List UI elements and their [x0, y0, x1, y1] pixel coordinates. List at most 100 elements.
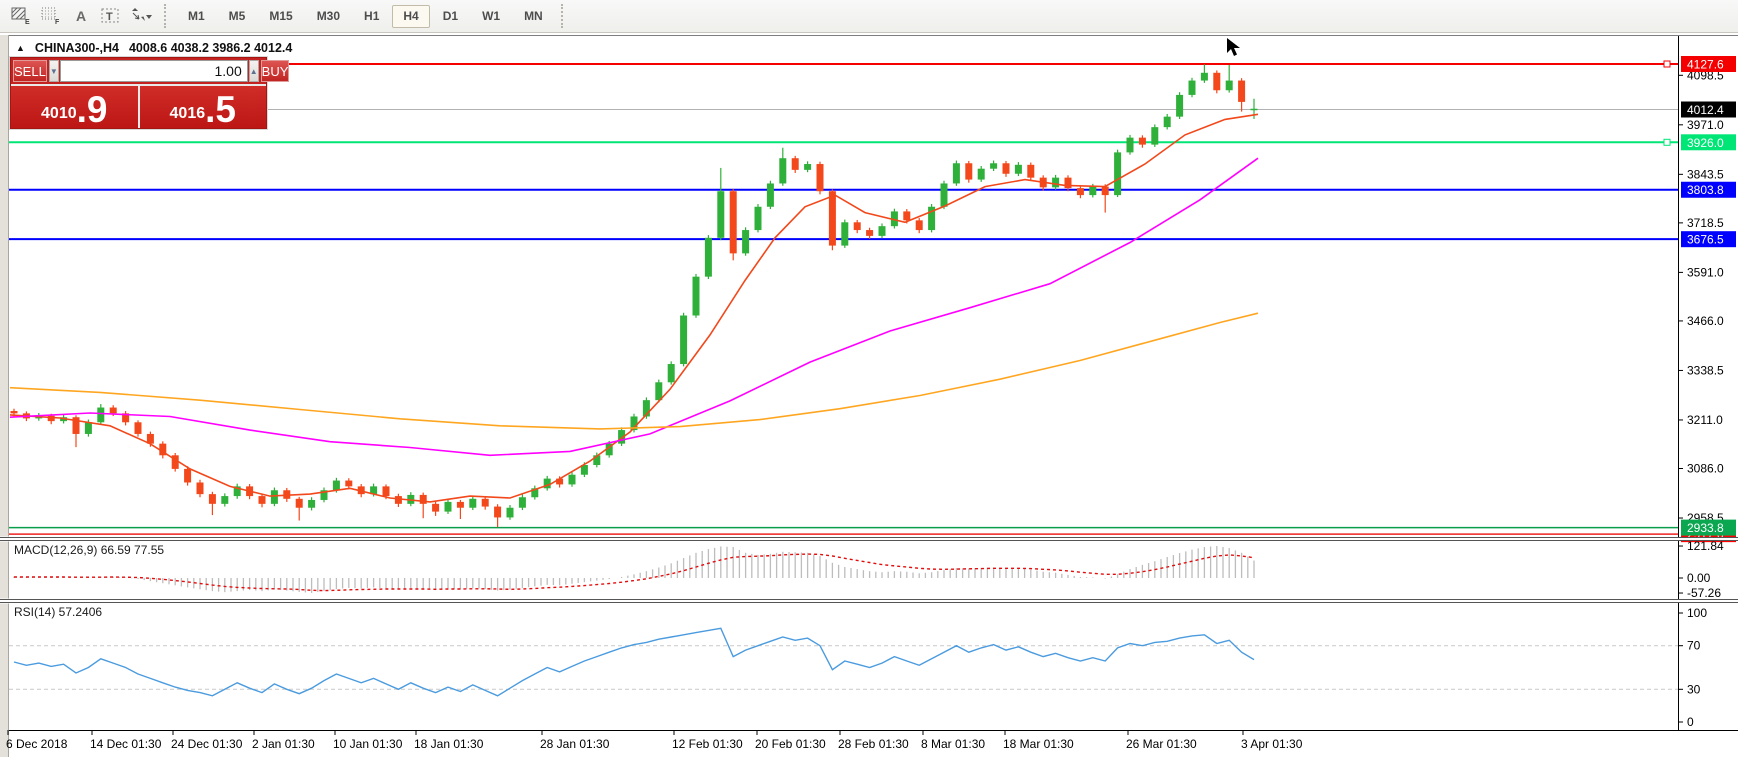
candle-body-bull	[1176, 94, 1184, 117]
price-tick-label: 3591.0	[1687, 265, 1724, 279]
price-tick-label: 3843.5	[1687, 167, 1724, 181]
rsi-tick-label: 30	[1687, 682, 1701, 696]
timeframe-mn-button[interactable]: MN	[524, 9, 543, 23]
hatch-pattern-e-icon[interactable]: E	[8, 4, 34, 28]
macd-indicator-label: MACD(12,26,9) 66.59 77.55	[14, 543, 165, 557]
candle-body-bull	[1200, 72, 1208, 81]
timeframe-h4-button[interactable]: H4	[392, 5, 430, 28]
volume-decrease-button[interactable]: ▼	[48, 60, 59, 82]
svg-text:F: F	[55, 19, 60, 25]
candle-body-bear	[72, 417, 80, 434]
text-label-icon[interactable]: A	[68, 4, 94, 28]
ask-quote[interactable]: 4016 .5	[137, 86, 266, 128]
time-label: 3 Apr 01:30	[1241, 737, 1303, 751]
time-label: 12 Feb 01:30	[672, 737, 743, 751]
macd-tick-label: -57.26	[1687, 586, 1721, 600]
candle-body-bear	[159, 443, 167, 456]
window-left-edge	[0, 35, 9, 757]
candle-body-bear	[432, 503, 440, 512]
candle-body-bear	[1027, 164, 1035, 178]
candle-body-bull	[518, 497, 526, 508]
timeframe-h1-button[interactable]: H1	[364, 9, 380, 23]
candle-body-bull	[890, 211, 898, 227]
candle-body-bear	[382, 486, 390, 497]
candle-body-bull	[1163, 116, 1171, 128]
candle-body-bull	[233, 486, 241, 497]
pane-separator[interactable]	[0, 598, 1738, 604]
timeframe-w1-button[interactable]: W1	[482, 9, 501, 23]
candle-body-bull	[593, 455, 601, 466]
candle-body-bull	[766, 183, 774, 207]
time-label: 8 Mar 01:30	[921, 737, 985, 751]
volume-input[interactable]	[59, 60, 248, 82]
candle-body-bear	[1138, 137, 1146, 145]
rsi-tick-label: 0	[1687, 715, 1694, 729]
time-label: 26 Mar 01:30	[1126, 737, 1197, 751]
chart-window	[0, 35, 1738, 757]
time-label: 20 Feb 01:30	[755, 737, 826, 751]
candle-body-bear	[345, 480, 353, 487]
candle-body-bull	[580, 465, 588, 475]
timeframe-group: M1 M5 M15 M30 H1 H4 D1 W1 MN	[176, 5, 555, 28]
candle-body-bear	[134, 422, 142, 434]
buy-button[interactable]: BUY	[260, 60, 290, 82]
current-price-label-box	[1681, 101, 1736, 118]
level-label-2933.8-box	[1681, 519, 1736, 536]
level-label-3676.5-box	[1681, 231, 1736, 248]
time-axis[interactable]	[9, 731, 1738, 757]
timeframe-m30-button[interactable]: M30	[316, 9, 341, 23]
candle-body-bull	[754, 206, 762, 231]
candle-body-bear	[196, 482, 204, 495]
timeframe-m15-button[interactable]: M15	[269, 9, 293, 23]
candle-body-bull	[506, 507, 514, 518]
toolbar: E F A T	[0, 0, 1738, 33]
price-tick-label: 3211.0	[1687, 413, 1723, 427]
svg-text:T: T	[106, 11, 113, 23]
candle-body-bull	[605, 443, 613, 456]
candle-body-bear	[10, 411, 18, 414]
candle-body-bear	[853, 222, 861, 231]
candle-body-bear	[915, 220, 923, 231]
text-box-icon[interactable]: T	[98, 4, 124, 28]
candle-body-bull	[531, 488, 539, 498]
volume-increase-button[interactable]: ▲	[248, 60, 259, 82]
level-label-4127.6-box	[1681, 56, 1736, 72]
candle-body-bull	[444, 501, 452, 512]
candle-body-bear	[494, 506, 502, 518]
time-label: 10 Jan 01:30	[333, 737, 403, 751]
bid-fraction: .9	[76, 88, 108, 130]
candle-body-bear	[109, 407, 117, 414]
candle-body-bear	[866, 230, 874, 236]
candle-body-bear	[184, 468, 192, 483]
symbol-period-label: CHINA300-,H4	[34, 41, 119, 55]
candle-body-bear	[556, 478, 564, 485]
level-label-3676.5: 3676.5	[1687, 233, 1724, 247]
candle-body-bear	[47, 415, 55, 422]
hline-marker-4127.6[interactable]	[1663, 60, 1671, 68]
dotted-grid-f-icon[interactable]: F	[38, 4, 64, 28]
ma-mid-line	[9, 157, 1259, 457]
toolbar-separator	[560, 4, 567, 28]
collapse-triangle-icon[interactable]: ▲	[16, 43, 25, 53]
time-label: 28 Jan 01:30	[540, 737, 610, 751]
candle-body-bull	[1114, 152, 1122, 196]
pane-separator-patch	[1670, 537, 1738, 541]
candle-body-bull	[642, 400, 650, 417]
sell-button[interactable]: SELL	[13, 60, 47, 82]
candle-body-bear	[419, 494, 427, 504]
arrow-objects-icon[interactable]	[128, 4, 154, 28]
macd-tick-label: 0.00	[1687, 571, 1711, 585]
price-tick-label: 3718.5	[1687, 216, 1724, 230]
timeframe-d1-button[interactable]: D1	[442, 9, 459, 23]
candle-body-bear	[1101, 186, 1109, 196]
pane-separator[interactable]	[0, 536, 1738, 542]
price-tick-label: 3466.0	[1687, 314, 1724, 328]
timeframe-m1-button[interactable]: M1	[188, 9, 205, 23]
timeframe-m5-button[interactable]: M5	[228, 9, 246, 23]
bid-quote[interactable]: 4010 .9	[11, 86, 138, 128]
candle-body-bull	[370, 486, 378, 495]
candle-body-bear	[903, 211, 911, 221]
hline-marker-3926.0[interactable]	[1663, 138, 1671, 146]
rsi-tick-label: 100	[1687, 606, 1707, 620]
